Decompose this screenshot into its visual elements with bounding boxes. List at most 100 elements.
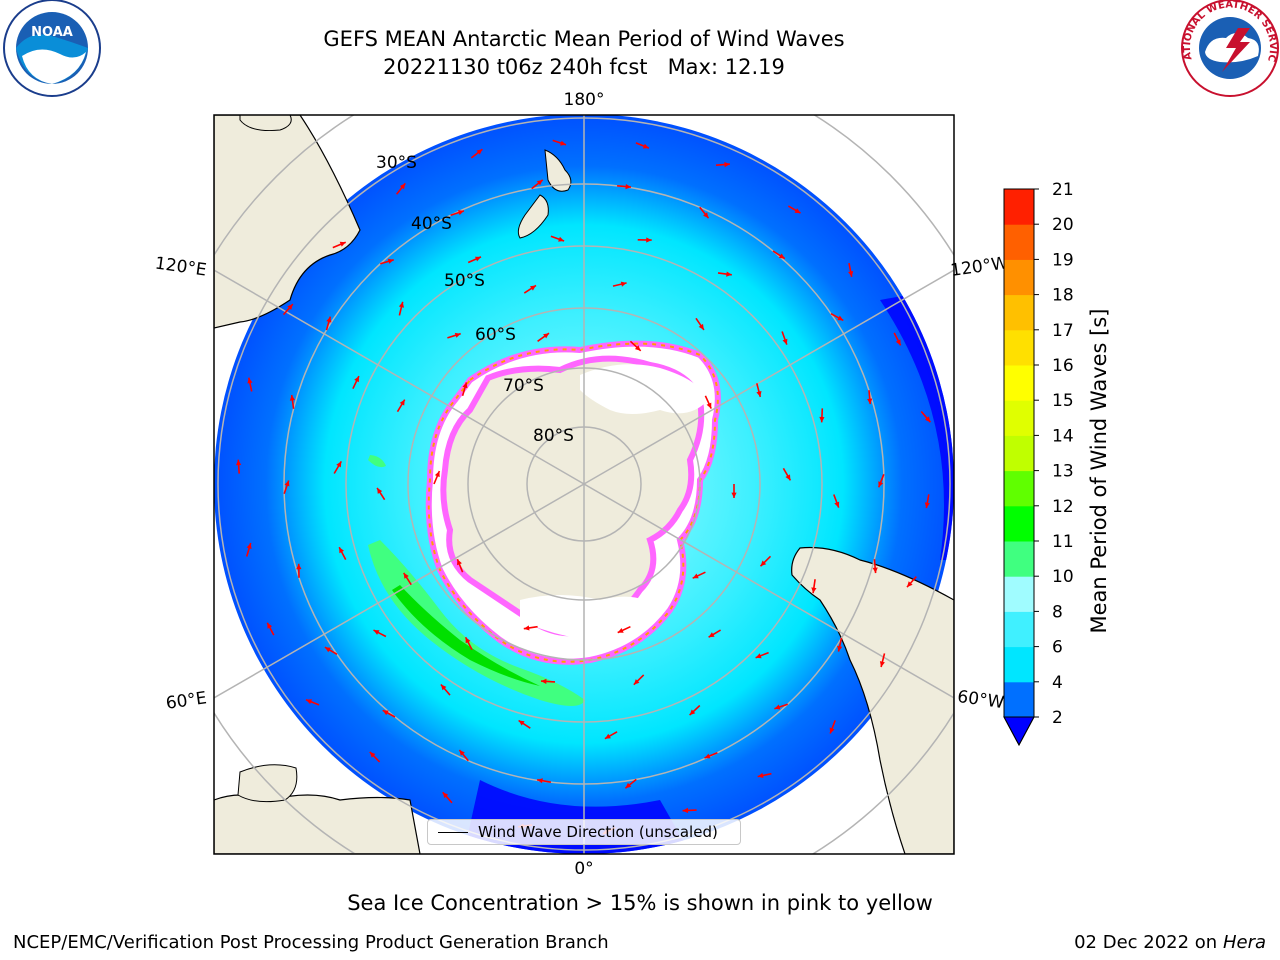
wind-wave-arrow-head (523, 625, 530, 631)
colorbar-segment (1004, 259, 1034, 296)
wind-wave-arrow-head (459, 750, 465, 756)
wind-wave-arrow-head (829, 727, 835, 734)
wind-wave-arrow-head (440, 684, 447, 691)
colorbar-tick-label: 12 (1052, 497, 1074, 517)
wind-wave-arrow-head (867, 398, 873, 405)
colorbar-tick-label: 21 (1052, 180, 1074, 200)
lon-label-0: 0° (574, 859, 593, 879)
wind-wave-arrow-head (462, 382, 468, 389)
lon-label-60w: 60°W (956, 687, 1005, 713)
graticule (214, 115, 954, 854)
lat-label-80s: 80°S (533, 426, 574, 446)
wind-wave-arrow-head (403, 572, 409, 579)
lat-label-30s: 30°S (376, 153, 417, 173)
wind-wave-arrow-head (895, 339, 901, 346)
lon-label-60e: 60°E (165, 688, 208, 713)
wind-wave-arrow-head (879, 661, 885, 667)
wind-wave-arrow-head (387, 258, 394, 264)
footer-host: Hera (1222, 932, 1266, 953)
colorbar-segment (1004, 400, 1034, 436)
wind-wave-arrow-head (382, 710, 389, 716)
wind-wave-arrow-head (872, 567, 878, 574)
sea-ice-caption: Sea Ice Concentration > 15% is shown in … (347, 891, 933, 915)
lat-label-70s: 70°S (503, 376, 544, 396)
meridian-120w (583, 269, 954, 485)
footer-date-text: 02 Dec 2022 on (1074, 932, 1218, 953)
colorbar-segment (1004, 435, 1034, 472)
lon-label-120w: 120°W (949, 253, 1009, 281)
wind-wave-arrow-head (924, 502, 930, 509)
legend-line-sample (438, 832, 468, 833)
long-period-spot (368, 455, 386, 468)
colorbar-segment (1004, 576, 1034, 612)
low-period-region-east (880, 280, 954, 560)
wind-wave-arrow-head (848, 271, 854, 277)
wind-wave-arrow-head (558, 236, 565, 242)
wind-wave-arrow-head (536, 179, 543, 186)
wind-wave-arrow-head (704, 753, 711, 759)
wind-wave-arrow-head (457, 559, 462, 566)
wind-wave-arrow-head (794, 208, 801, 214)
wind-wave-arrow-head (708, 632, 715, 638)
wind-wave-arrow-head (306, 699, 312, 705)
colorbar-tick-label: 10 (1052, 567, 1074, 587)
wind-wave-arrow-head (399, 399, 405, 406)
wind-wave-arrow-head (633, 679, 640, 685)
colorbar-tick-label: 19 (1052, 250, 1074, 270)
colorbar-segment (1004, 224, 1034, 260)
sea-ice-edge-inner (427, 342, 719, 663)
colorbar-tick-label: 8 (1052, 602, 1063, 622)
wind-wave-arrow-head (354, 376, 359, 383)
wind-wave-arrow-head (560, 140, 566, 146)
wind-wave-arrow-head (755, 653, 762, 659)
colorbar-segment (1004, 505, 1034, 542)
land-masses (214, 115, 954, 854)
colorbar-tick-label: 11 (1052, 532, 1074, 552)
nws-logo-text: NATIONAL WEATHER SERVICE (0, 0, 1278, 63)
wind-wave-arrow-head (541, 678, 547, 684)
wind-wave-arrow-head (698, 323, 704, 330)
wind-wave-arrow-head (530, 285, 536, 291)
wind-wave-arrow-head (476, 149, 483, 155)
wind-wave-arrow-head (625, 184, 631, 190)
wind-wave-arrow-head (434, 471, 440, 478)
colorbar-label: Mean Period of Wind Waves [s] (1087, 309, 1111, 634)
wind-wave-arrow-head (284, 480, 290, 487)
wind-wave-arrow-head (706, 402, 712, 409)
map-legend: Wind Wave Direction (unscaled) (427, 819, 741, 845)
footer-credit: NCEP/EMC/Verification Post Processing Pr… (13, 932, 609, 953)
wind-wave-arrow-head (724, 162, 730, 168)
legend-label: Wind Wave Direction (unscaled) (478, 823, 718, 841)
ross-ice-shelf (580, 364, 708, 414)
colorbar-tick-label: 2 (1052, 708, 1063, 728)
wind-wave-arrow-head (465, 637, 471, 644)
wind-wave-arrow-head (458, 210, 464, 216)
colorbar-tick-label: 14 (1052, 426, 1074, 446)
chart-title: GEFS MEAN Antarctic Mean Period of Wind … (323, 27, 845, 51)
wind-wave-arrow-head (339, 547, 344, 554)
meridian-60w (583, 483, 954, 699)
wind-wave-arrow-head (369, 751, 376, 758)
meridian-60e (214, 483, 585, 699)
colorbar-tick-label: 15 (1052, 391, 1074, 411)
wind-wave-arrow-head (924, 416, 931, 423)
wind-wave-arrow-head (377, 487, 383, 494)
wind-wave-arrow-head (399, 183, 406, 190)
wind-wave-arrow-head (296, 563, 302, 570)
wind-wave-arrow-head (907, 581, 913, 588)
footer-date: 02 Dec 2022 on Hera (1074, 932, 1266, 953)
colorbar-tick-label: 13 (1052, 462, 1074, 482)
colorbar-tick-label: 17 (1052, 321, 1074, 341)
wind-wave-arrows (236, 139, 932, 835)
wind-wave-arrow-head (811, 587, 817, 594)
svg-text:NATIONAL WEATHER SERVICE: NATIONAL WEATHER SERVICE (0, 0, 1278, 63)
colorbar-tick-label: 20 (1052, 215, 1074, 235)
chart-subtitle: 20221130 t06z 240h fcst Max: 12.19 (383, 55, 785, 79)
wind-wave-arrow-head (756, 391, 762, 397)
wind-wave-arrow-head (646, 237, 652, 243)
wind-wave-arrow-head (246, 543, 252, 549)
wind-wave-arrow-head (339, 241, 346, 247)
wind-wave-arrow-head (634, 345, 641, 351)
lon-label-120e: 120°E (154, 254, 208, 281)
wind-wave-arrow-head (247, 377, 253, 384)
